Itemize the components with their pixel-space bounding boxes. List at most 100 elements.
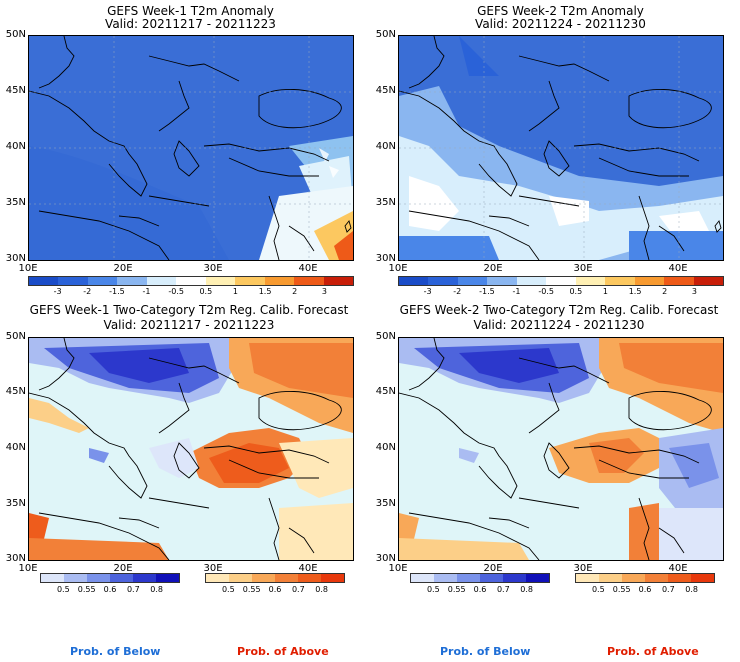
p3-lat-45: 45N bbox=[5, 386, 26, 397]
anomaly-swatch bbox=[546, 277, 576, 285]
prob-below-tick-label: 0.5 bbox=[426, 585, 440, 594]
anomaly-tick-label: 3 bbox=[691, 287, 697, 296]
prob-below-swatch bbox=[411, 574, 434, 582]
anomaly-swatch bbox=[294, 277, 324, 285]
panel-3-title: GEFS Week-1 Two-Category T2m Reg. Calib.… bbox=[29, 303, 349, 317]
prob-below-swatch bbox=[110, 574, 133, 582]
p1-lat-40: 40N bbox=[5, 141, 26, 152]
anomaly-tick-label: 2 bbox=[662, 287, 668, 296]
p1-lat-30: 30N bbox=[5, 253, 26, 264]
anomaly-tick-label: -2 bbox=[453, 287, 462, 296]
p1-lon-40: 40E bbox=[298, 263, 318, 274]
panel-4-prob-above-label: Prob. of Above bbox=[607, 645, 699, 658]
panel-1-title: GEFS Week-1 T2m Anomaly bbox=[107, 4, 274, 18]
prob-below-swatch bbox=[457, 574, 480, 582]
panel-4-title: GEFS Week-2 Two-Category T2m Reg. Calib.… bbox=[399, 303, 719, 317]
prob-above-swatch bbox=[576, 574, 599, 582]
panel-4-above-labels: 0.5 0.55 0.6 0.7 0.8 bbox=[575, 586, 715, 596]
prob-above-swatch bbox=[691, 574, 714, 582]
panel-2-anomaly-colorbar bbox=[398, 276, 724, 286]
p4-lat-30: 30N bbox=[375, 553, 396, 564]
prob-above-swatch bbox=[252, 574, 275, 582]
anomaly-tick-label: -1 bbox=[512, 287, 521, 296]
prob-below-tick-label: 0.55 bbox=[447, 585, 466, 594]
prob-below-swatch bbox=[434, 574, 457, 582]
panel-3-above-labels: 0.5 0.55 0.6 0.7 0.8 bbox=[205, 586, 345, 596]
anomaly-swatch bbox=[58, 277, 88, 285]
anomaly-swatch bbox=[575, 277, 606, 285]
panel-4-prob-below-label: Prob. of Below bbox=[440, 645, 531, 658]
panel-3-above-colorbar bbox=[205, 573, 345, 583]
prob-below-tick-label: 0.55 bbox=[77, 585, 96, 594]
anomaly-tick-label: 2 bbox=[292, 287, 298, 296]
prob-above-tick-label: 0.55 bbox=[242, 585, 261, 594]
p3-lon-10: 10E bbox=[18, 563, 38, 574]
prob-above-tick-label: 0.5 bbox=[591, 585, 605, 594]
p2-lat-40: 40N bbox=[375, 141, 396, 152]
anomaly-tick-label: 3 bbox=[321, 287, 327, 296]
panel-1-anomaly-colorbar bbox=[28, 276, 354, 286]
prob-below-tick-label: 0.6 bbox=[473, 585, 487, 594]
panel-1-anomaly-labels: -3 -2 -1.5 -1 -0.5 0.5 1 1.5 2 3 bbox=[28, 288, 354, 298]
anomaly-swatch bbox=[457, 277, 488, 285]
anomaly-swatch bbox=[205, 277, 236, 285]
prob-below-swatch bbox=[480, 574, 503, 582]
panel-1-valid: Valid: 20211217 - 20211223 bbox=[105, 17, 276, 31]
p4-lon-30: 30E bbox=[573, 563, 593, 574]
anomaly-swatch bbox=[117, 277, 147, 285]
p1-lat-35: 35N bbox=[5, 197, 26, 208]
prob-below-tick-label: 0.7 bbox=[496, 585, 510, 594]
prob-above-tick-label: 0.8 bbox=[685, 585, 699, 594]
anomaly-swatch bbox=[693, 277, 723, 285]
panel-2-valid: Valid: 20211224 - 20211230 bbox=[475, 17, 646, 31]
prob-below-tick-label: 0.7 bbox=[126, 585, 140, 594]
panel-2-map bbox=[398, 35, 724, 261]
panel-3-prob-below-label: Prob. of Below bbox=[70, 645, 161, 658]
panel-4-above-colorbar bbox=[575, 573, 715, 583]
prob-below-tick-label: 0.8 bbox=[520, 585, 534, 594]
p2-lat-45: 45N bbox=[375, 85, 396, 96]
anomaly-tick-label: 0.5 bbox=[569, 287, 583, 296]
prob-above-swatch bbox=[668, 574, 691, 582]
anomaly-swatch bbox=[264, 277, 295, 285]
prob-below-tick-label: 0.8 bbox=[150, 585, 164, 594]
p3-lat-50: 50N bbox=[5, 331, 26, 342]
p4-lat-35: 35N bbox=[375, 498, 396, 509]
p3-lat-40: 40N bbox=[5, 442, 26, 453]
anomaly-tick-label: 1 bbox=[232, 287, 238, 296]
prob-above-swatch bbox=[206, 574, 229, 582]
anomaly-swatch bbox=[634, 277, 665, 285]
prob-below-swatch bbox=[64, 574, 87, 582]
panel-3-valid: Valid: 20211217 - 20211223 bbox=[103, 318, 275, 332]
prob-below-swatch bbox=[41, 574, 64, 582]
prob-below-tick-label: 0.6 bbox=[103, 585, 117, 594]
p2-lon-30: 30E bbox=[573, 263, 593, 274]
anomaly-swatch bbox=[87, 277, 118, 285]
p1-lon-30: 30E bbox=[203, 263, 223, 274]
p2-lat-50: 50N bbox=[375, 29, 396, 40]
prob-below-tick-label: 0.5 bbox=[56, 585, 70, 594]
anomaly-tick-label: -1 bbox=[142, 287, 151, 296]
anomaly-swatch bbox=[428, 277, 458, 285]
p4-lat-45: 45N bbox=[375, 386, 396, 397]
anomaly-tick-label: -0.5 bbox=[168, 287, 184, 296]
panel-2-anomaly-labels: -3 -2 -1.5 -1 -0.5 0.5 1 1.5 2 3 bbox=[398, 288, 724, 298]
anomaly-tick-label: -2 bbox=[83, 287, 92, 296]
p1-lon-20: 20E bbox=[113, 263, 133, 274]
anomaly-tick-label: 1 bbox=[602, 287, 608, 296]
panel-2-title: GEFS Week-2 T2m Anomaly bbox=[477, 4, 644, 18]
p3-lat-30: 30N bbox=[5, 553, 26, 564]
panel-3-below-labels: 0.5 0.55 0.6 0.7 0.8 bbox=[40, 586, 180, 596]
panel-4-below-colorbar bbox=[410, 573, 550, 583]
anomaly-tick-label: 0.5 bbox=[199, 287, 213, 296]
prob-above-swatch bbox=[321, 574, 344, 582]
prob-above-tick-label: 0.55 bbox=[612, 585, 631, 594]
anomaly-swatch bbox=[323, 277, 353, 285]
anomaly-swatch bbox=[235, 277, 265, 285]
anomaly-tick-label: -3 bbox=[53, 287, 62, 296]
p2-lon-10: 10E bbox=[388, 263, 408, 274]
anomaly-swatch bbox=[176, 277, 206, 285]
anomaly-tick-label: -1.5 bbox=[109, 287, 125, 296]
prob-below-swatch bbox=[156, 574, 179, 582]
p2-lat-30: 30N bbox=[375, 253, 396, 264]
